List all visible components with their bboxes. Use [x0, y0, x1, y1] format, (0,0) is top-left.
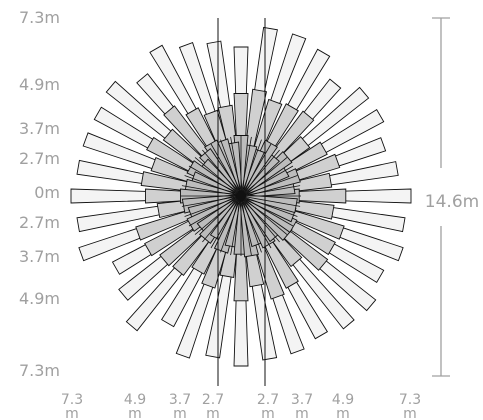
ray-spoke — [240, 195, 294, 227]
x-tick-unit: m — [128, 406, 142, 420]
y-tick-label: 0m — [34, 183, 60, 202]
y-tick-label: 7.3m — [19, 8, 60, 27]
y-tick-label: 4.9m — [19, 75, 60, 94]
y-tick-labels: 7.3m 4.9m 3.7m 2.7m 0m 2.7m 3.7m 4.9m 7.3m — [19, 8, 60, 380]
x-tick-unit: m — [65, 406, 79, 420]
x-tick-unit: m — [206, 406, 220, 420]
ray-spoke — [210, 195, 242, 249]
ray-spoke — [240, 195, 272, 249]
y-tick-label: 3.7m — [19, 119, 60, 138]
ray-spoke — [210, 143, 242, 197]
x-tick-unit: m — [295, 406, 309, 420]
y-tick-label: 4.9m — [19, 289, 60, 308]
ray-spoke — [230, 195, 242, 256]
x-tick-labels: 7.3m4.9m3.7m2.7m2.7m3.7m4.9m7.3m — [61, 392, 421, 420]
ray-spoke — [240, 195, 280, 243]
x-tick-unit: m — [336, 406, 350, 420]
ray-spoke — [181, 185, 242, 197]
ray-spoke — [240, 175, 298, 197]
y-tick-label: 3.7m — [19, 247, 60, 266]
x-tick-value: 7.3 — [61, 392, 83, 408]
ray-spoke — [188, 165, 242, 197]
ray-spoke — [240, 149, 280, 197]
guide-lines — [217, 18, 266, 386]
rays-layer — [70, 26, 412, 367]
ray-spoke — [240, 195, 288, 235]
x-tick-value: 4.9 — [332, 392, 354, 408]
x-tick-value: 3.7 — [169, 392, 191, 408]
dimension-label: 14.6m — [425, 192, 479, 212]
ray-spoke — [202, 195, 242, 243]
ray-spoke — [240, 195, 262, 253]
ray-spoke — [240, 195, 298, 217]
ray-spoke — [230, 136, 242, 197]
ray-spoke — [220, 139, 242, 197]
ray-spoke — [184, 175, 242, 197]
ray-spoke — [220, 195, 242, 253]
ray-spoke — [240, 185, 301, 197]
x-tick-value: 2.7 — [257, 392, 279, 408]
ray-spoke — [240, 136, 252, 197]
ray-spoke — [240, 139, 262, 197]
x-tick-unit: m — [403, 406, 417, 420]
ray-spoke — [240, 165, 294, 197]
x-tick-unit: m — [173, 406, 187, 420]
ray-spoke — [184, 195, 242, 217]
center-hub — [236, 191, 246, 201]
y-tick-label: 7.3m — [19, 361, 60, 380]
y-tick-label: 2.7m — [19, 213, 60, 232]
y-tick-label: 2.7m — [19, 149, 60, 168]
ray-spoke — [202, 149, 242, 197]
x-tick-value: 7.3 — [399, 392, 421, 408]
x-tick-unit: m — [261, 406, 275, 420]
ray-spoke — [240, 143, 272, 197]
ray-spoke — [240, 157, 288, 197]
dimension-bracket: 14.6m — [425, 17, 479, 377]
x-tick-value: 4.9 — [124, 392, 146, 408]
ray-spoke — [188, 195, 242, 227]
ray-spoke — [240, 195, 252, 256]
ray-spoke — [240, 195, 301, 207]
x-tick-value: 2.7 — [202, 392, 224, 408]
ray-spoke — [181, 195, 242, 207]
x-tick-value: 3.7 — [291, 392, 313, 408]
